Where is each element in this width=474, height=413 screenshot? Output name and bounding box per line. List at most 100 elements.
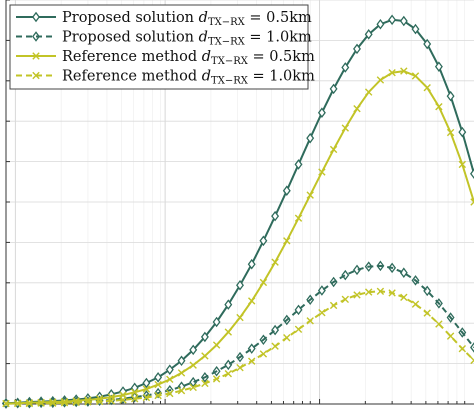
data-point-stroke (329, 301, 338, 310)
data-point (131, 395, 139, 403)
data-point (306, 132, 315, 144)
data-point (400, 67, 408, 75)
data-point (411, 275, 420, 286)
data-point (294, 325, 303, 333)
data-point-stroke (2, 399, 10, 408)
data-point (236, 313, 244, 322)
data-point (200, 372, 209, 383)
data-point-stroke (423, 83, 431, 92)
data-point (95, 397, 104, 406)
data-point (282, 185, 291, 196)
data-point-stroke (458, 160, 466, 169)
data-point (364, 29, 373, 40)
data-point (365, 288, 373, 296)
data-point-stroke (236, 363, 244, 372)
legend-label: Proposed solution dTX−RX = 1.0km (62, 30, 312, 48)
data-point (376, 18, 385, 30)
data-point (154, 391, 162, 400)
data-point-stroke (154, 380, 162, 389)
data-point (189, 361, 197, 369)
data-point (341, 124, 349, 132)
data-point-stroke (283, 237, 291, 245)
data-point (142, 393, 151, 402)
data-point-stroke (400, 293, 408, 302)
data-point (423, 285, 432, 297)
data-point (282, 314, 291, 326)
data-point-stroke (166, 389, 174, 398)
data-point-stroke (376, 76, 385, 84)
data-point-stroke (388, 289, 396, 297)
legend-box (9, 4, 309, 90)
data-point (236, 363, 244, 372)
data-point (166, 389, 174, 398)
data-point-stroke (294, 214, 303, 222)
data-point-stroke (25, 399, 34, 408)
data-point-stroke (271, 258, 279, 266)
data-point (49, 399, 57, 407)
data-point (32, 31, 40, 42)
data-point (248, 297, 256, 305)
data-point (259, 235, 268, 247)
data-point (224, 299, 233, 310)
data-point (154, 380, 162, 389)
data-point (470, 356, 474, 365)
data-point-stroke (166, 375, 174, 384)
data-point (306, 191, 314, 199)
data-point (271, 210, 280, 222)
data-point (32, 52, 40, 60)
data-point-stroke (224, 370, 232, 378)
data-point-stroke (14, 399, 22, 408)
data-point-stroke (224, 328, 232, 336)
legend-entry: Proposed solution dTX−RX = 1.0km (16, 30, 312, 48)
data-point-stroke (248, 357, 256, 365)
data-point (399, 267, 408, 278)
data-point-stroke (470, 198, 474, 203)
data-point (177, 386, 186, 395)
data-point (435, 320, 443, 328)
data-point (317, 107, 326, 118)
data-point-stroke (283, 334, 291, 342)
data-point-stroke (400, 67, 408, 75)
data-point-stroke (37, 399, 45, 407)
legend-entry: Reference method dTX−RX = 1.0km (16, 69, 315, 87)
data-point-stroke (470, 359, 474, 365)
data-point-stroke (32, 52, 40, 60)
data-point-stroke (248, 297, 256, 305)
data-point-stroke (60, 399, 69, 407)
series-line (5, 264, 474, 405)
data-point (399, 15, 408, 27)
data-point (434, 298, 443, 309)
data-point-stroke (177, 369, 186, 377)
data-point (189, 376, 198, 388)
data-point-stroke (353, 104, 361, 113)
data-point (294, 159, 303, 170)
data-point (154, 372, 163, 383)
data-point-stroke (95, 397, 104, 406)
data-point (306, 317, 314, 325)
legend-entry: Reference method dTX−RX = 0.5km (16, 49, 315, 67)
data-point-stroke (365, 88, 373, 96)
data-point (411, 72, 420, 80)
data-point-stroke (201, 379, 209, 388)
data-point (201, 352, 209, 360)
data-point (119, 396, 127, 404)
data-point-stroke (411, 72, 420, 80)
data-point-stroke (341, 124, 349, 132)
data-point-stroke (72, 397, 80, 405)
data-point (470, 342, 474, 353)
data-point (435, 102, 443, 111)
data-point-stroke (318, 168, 326, 176)
data-point-stroke (435, 320, 443, 328)
data-point (423, 83, 431, 92)
data-point (329, 83, 338, 95)
data-point (142, 385, 151, 393)
data-point (329, 276, 338, 288)
data-point (201, 379, 209, 388)
data-point (446, 332, 455, 340)
data-point (364, 261, 373, 272)
data-point (131, 388, 139, 396)
data-point-stroke (212, 341, 221, 349)
data-point (434, 61, 443, 72)
data-point (72, 398, 80, 407)
